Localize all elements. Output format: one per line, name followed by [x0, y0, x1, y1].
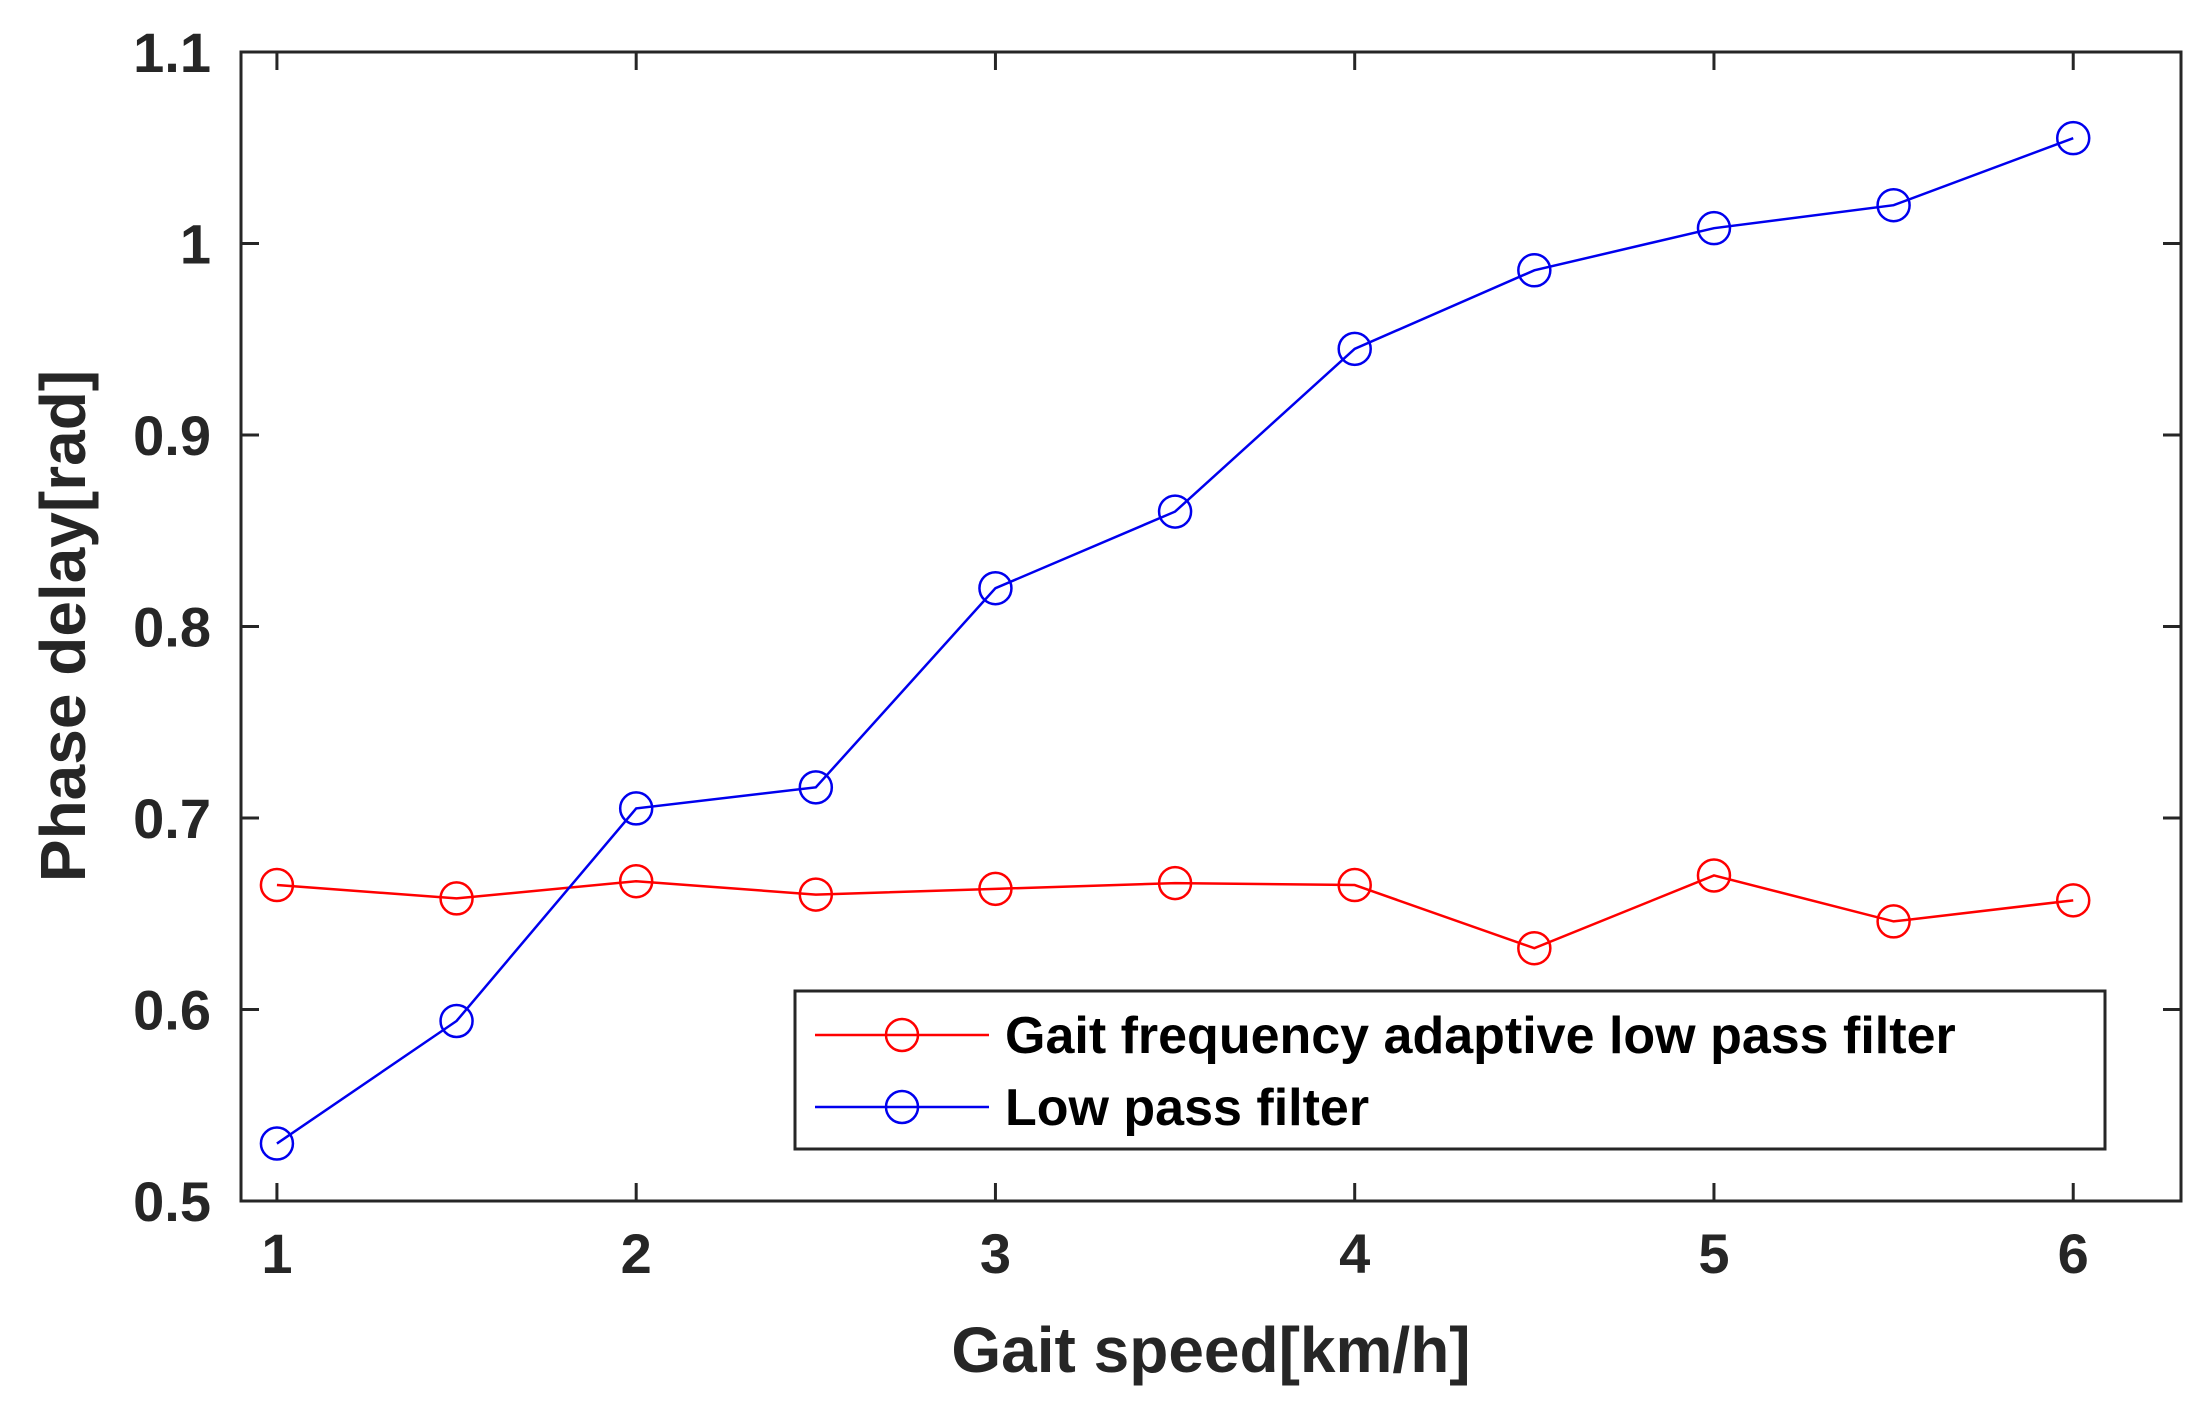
y-tick-label: 0.9 — [133, 404, 211, 467]
legend-marker-lowpass — [884, 1089, 920, 1125]
data-point — [1876, 187, 1911, 223]
y-tick-label: 0.5 — [133, 1170, 211, 1233]
x-tick-label: 5 — [1698, 1222, 1729, 1285]
x-tick-label: 2 — [621, 1222, 652, 1285]
data-point — [2055, 883, 2091, 918]
series-layer — [259, 120, 2091, 1161]
data-point — [798, 770, 834, 805]
x-tick-label: 1 — [261, 1222, 292, 1285]
y-tick-label: 1.1 — [133, 21, 211, 84]
x-tick-label: 6 — [2058, 1222, 2089, 1285]
y-tick-label: 0.7 — [133, 787, 211, 850]
legend: Gait frequency adaptive low pass filter … — [793, 989, 2107, 1151]
x-axis-label: Gait speed[km/h] — [951, 1314, 1470, 1386]
data-point — [1696, 210, 1732, 246]
series-line-1 — [276, 137, 2074, 1145]
data-point — [1517, 253, 1552, 288]
data-point — [259, 867, 295, 903]
data-point — [1696, 858, 1732, 893]
data-point — [618, 791, 654, 826]
data-point — [978, 570, 1013, 606]
data-point — [798, 877, 834, 912]
x-tick-label: 3 — [980, 1222, 1011, 1285]
legend-label-lowpass: Low pass filter — [1005, 1079, 1369, 1137]
data-point — [1517, 930, 1552, 966]
data-point — [1337, 867, 1372, 903]
series-line-0 — [276, 874, 2074, 950]
x-tick-labels: 1 2 3 4 5 6 — [261, 1222, 2088, 1285]
y-tick-label: 0.8 — [133, 596, 211, 659]
data-point — [1876, 904, 1911, 939]
legend-marker-adaptive — [884, 1017, 920, 1053]
data-point — [1157, 865, 1193, 901]
data-point — [2055, 120, 2091, 156]
y-tick-label: 1 — [180, 213, 211, 276]
data-point — [1157, 494, 1193, 529]
y-tick-label: 0.6 — [133, 979, 211, 1042]
data-point — [978, 871, 1013, 907]
legend-label-adaptive: Gait frequency adaptive low pass filter — [1005, 1007, 1956, 1065]
data-point — [439, 1003, 474, 1039]
legend-box — [793, 989, 2107, 1151]
y-axis-label: Phase delay[rad] — [27, 370, 99, 882]
data-point — [259, 1126, 295, 1161]
data-point — [439, 881, 474, 916]
x-tick-label: 4 — [1339, 1222, 1370, 1285]
axis-ticks — [241, 50, 2181, 1203]
data-point — [1337, 331, 1372, 367]
y-tick-labels: 0.5 0.6 0.7 0.8 0.9 1 1.1 — [133, 21, 211, 1233]
data-point — [618, 863, 654, 899]
